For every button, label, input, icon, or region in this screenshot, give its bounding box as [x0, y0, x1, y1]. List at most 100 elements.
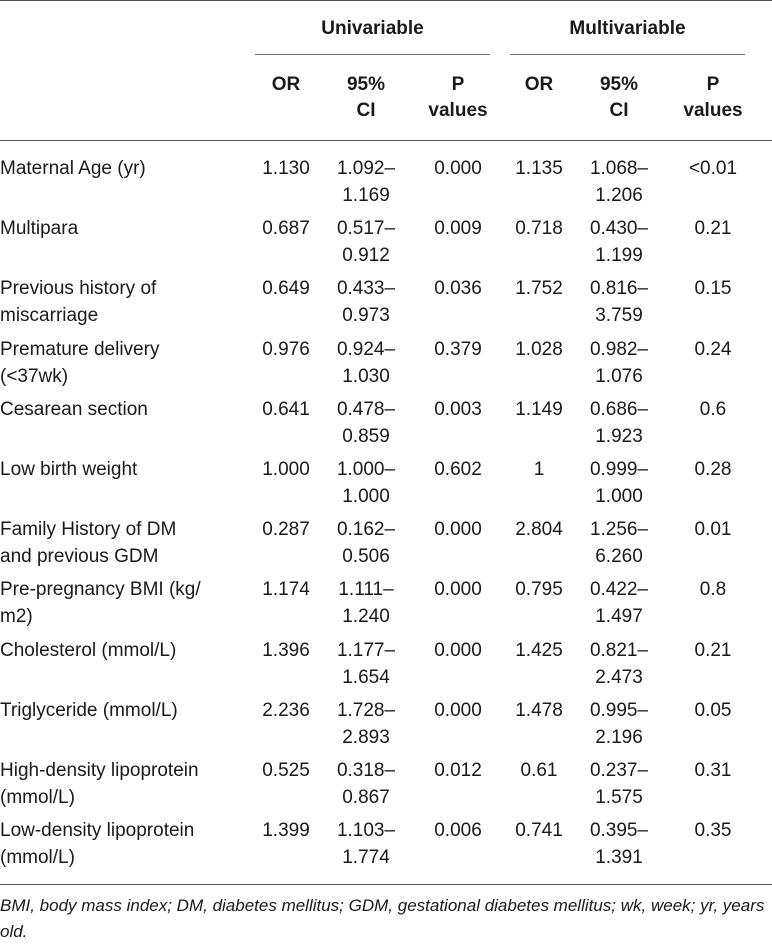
cell-univariable-p: 0.036: [434, 278, 482, 300]
top-rule: [0, 0, 772, 1]
cell-multivariable-p: 0.05: [694, 699, 732, 721]
cell-multivariable-p: 0.8: [699, 579, 727, 601]
table-row: Low birth weight 1.000 1.000– 1.000 0.602 1 0.…: [0, 456, 772, 516]
cell-multivariable-p: 0.6: [699, 398, 727, 420]
cell-univariable-p: 0.379: [434, 338, 482, 360]
table-row: Pre-pregnancy BMI (kg/m2) 1.174 1.111– 1.24…: [0, 576, 772, 636]
cell-univariable-or: 0.649: [262, 278, 310, 300]
cell-multivariable-ci: 0.995– 2.196: [589, 699, 649, 748]
row-label: Multipara: [0, 218, 79, 240]
row-label: Maternal Age (yr): [0, 158, 146, 179]
cell-multivariable-p: 0.31: [694, 760, 732, 781]
table-row: Triglyceride (mmol/L) 2.236 1.728– 2.893 0.0…: [0, 697, 772, 757]
header-rule: [0, 140, 772, 141]
row-label: Triglyceride (mmol/L): [0, 699, 178, 721]
row-label: Low birth weight: [0, 459, 138, 480]
cell-multivariable-ci: 1.068– 1.206: [589, 158, 649, 206]
row-label: Pre-pregnancy BMI (kg/m2): [0, 579, 201, 628]
row-label: Previous history of miscarriage: [0, 278, 157, 327]
cell-univariable-ci: 1.177– 1.654: [336, 639, 396, 688]
cell-multivariable-or: 0.741: [515, 820, 563, 842]
cell-multivariable-ci: 0.395– 1.391: [589, 820, 649, 869]
cell-multivariable-ci: 0.982– 1.076: [589, 338, 649, 387]
cell-multivariable-p: 0.35: [694, 820, 732, 842]
cell-univariable-p: 0.000: [434, 579, 482, 601]
cell-univariable-ci: 1.728– 2.893: [336, 699, 396, 748]
cell-multivariable-p: 0.21: [694, 218, 732, 240]
row-label: Cholesterol (mmol/L): [0, 639, 177, 661]
bottom-rule: [0, 884, 772, 885]
cell-multivariable-ci: 0.999– 1.000: [589, 459, 649, 507]
cell-multivariable-p: 0.01: [694, 519, 732, 541]
table-row: Maternal Age (yr) 1.130 1.092– 1.169 0.000 1.…: [0, 155, 772, 215]
table-row: Cesarean section 0.641 0.478– 0.859 0.003 1.1…: [0, 396, 772, 456]
cell-multivariable-or: 0.718: [515, 218, 563, 240]
row-label: Cesarean section: [0, 398, 148, 420]
cell-univariable-ci: 1.111– 1.240: [338, 579, 394, 628]
multivariable-underline: [510, 54, 745, 55]
cell-multivariable-ci: 0.816– 3.759: [589, 278, 649, 327]
col-header-multivariable-or: OR: [524, 74, 554, 95]
cell-multivariable-p: 0.15: [694, 278, 732, 300]
cell-univariable-ci: 0.517– 0.912: [336, 218, 396, 267]
cell-multivariable-or: 0.795: [515, 579, 563, 601]
row-label: Premature delivery (<37wk): [0, 338, 160, 387]
cell-univariable-ci: 1.103– 1.774: [336, 820, 396, 869]
cell-univariable-p: 0.012: [434, 760, 482, 781]
cell-multivariable-p: 0.24: [694, 338, 732, 360]
cell-univariable-ci: 0.924– 1.030: [336, 338, 396, 387]
cell-multivariable-or: 0.61: [520, 760, 558, 781]
cell-univariable-or: 0.525: [262, 760, 310, 781]
cell-univariable-p: 0.009: [434, 218, 482, 240]
table-row: Previous history of miscarriage 0.649 0.433…: [0, 275, 772, 335]
cell-multivariable-or: 1.478: [515, 699, 563, 721]
cell-multivariable-or: 2.804: [515, 519, 563, 541]
row-label: Family History of DM and previous GDM: [0, 519, 177, 568]
cell-multivariable-ci: 0.430– 1.199: [589, 218, 649, 267]
cell-multivariable-or: 1.149: [515, 398, 563, 420]
col-header-univariable-ci: 95% CI: [346, 74, 386, 121]
cell-univariable-p: 0.602: [434, 459, 482, 480]
cell-univariable-or: 2.236: [262, 699, 310, 721]
cell-univariable-or: 0.976: [262, 338, 310, 360]
col-header-multivariable-ci: 95% CI: [599, 74, 639, 121]
cell-multivariable-or: 1: [533, 459, 545, 480]
table-row: Multipara 0.687 0.517– 0.912 0.009 0.718 0.430…: [0, 215, 772, 275]
footnote: BMI, body mass index; DM, diabetes melli…: [0, 896, 765, 941]
cell-multivariable-p: <0.01: [688, 158, 738, 179]
cell-univariable-or: 0.287: [262, 519, 310, 541]
cell-univariable-or: 1.000: [262, 459, 310, 480]
cell-multivariable-or: 1.135: [515, 158, 563, 179]
table-row: Family History of DM and previous GDM 0.28…: [0, 516, 772, 576]
cell-univariable-p: 0.000: [434, 699, 482, 721]
univariable-underline: [255, 54, 490, 55]
table-row: Low-density lipoprotein (mmol/L) 1.399 1.10…: [0, 817, 772, 877]
table-row: Cholesterol (mmol/L) 1.396 1.177– 1.654 0.00…: [0, 637, 772, 697]
cell-univariable-ci: 0.162– 0.506: [336, 519, 396, 568]
cell-multivariable-ci: 0.821– 2.473: [589, 639, 649, 688]
cell-univariable-ci: 1.092– 1.169: [336, 158, 396, 206]
cell-univariable-or: 1.130: [262, 158, 310, 179]
cell-multivariable-or: 1.028: [515, 338, 563, 360]
cell-univariable-p: 0.000: [434, 158, 482, 179]
row-label: High-density lipoprotein (mmol/L): [0, 760, 199, 808]
group-header-multivariable: Multivariable: [569, 18, 686, 39]
cell-multivariable-or: 1.425: [515, 639, 563, 661]
cell-univariable-or: 1.396: [262, 639, 310, 661]
cell-multivariable-or: 1.752: [515, 278, 563, 300]
cell-univariable-ci: 0.318– 0.867: [336, 760, 396, 808]
cell-univariable-p: 0.000: [434, 639, 482, 661]
cell-multivariable-ci: 0.237– 1.575: [589, 760, 649, 808]
cell-univariable-ci: 0.433– 0.973: [336, 278, 396, 327]
col-header-univariable-or: OR: [271, 74, 301, 95]
cell-univariable-or: 0.687: [262, 218, 310, 240]
cell-multivariable-ci: 0.686– 1.923: [589, 398, 649, 447]
cell-univariable-ci: 1.000– 1.000: [336, 459, 396, 507]
cell-univariable-p: 0.006: [434, 820, 482, 842]
cell-univariable-or: 1.174: [262, 579, 310, 601]
cell-univariable-or: 0.641: [262, 398, 310, 420]
cell-univariable-or: 1.399: [262, 820, 310, 842]
cell-univariable-p: 0.000: [434, 519, 482, 541]
